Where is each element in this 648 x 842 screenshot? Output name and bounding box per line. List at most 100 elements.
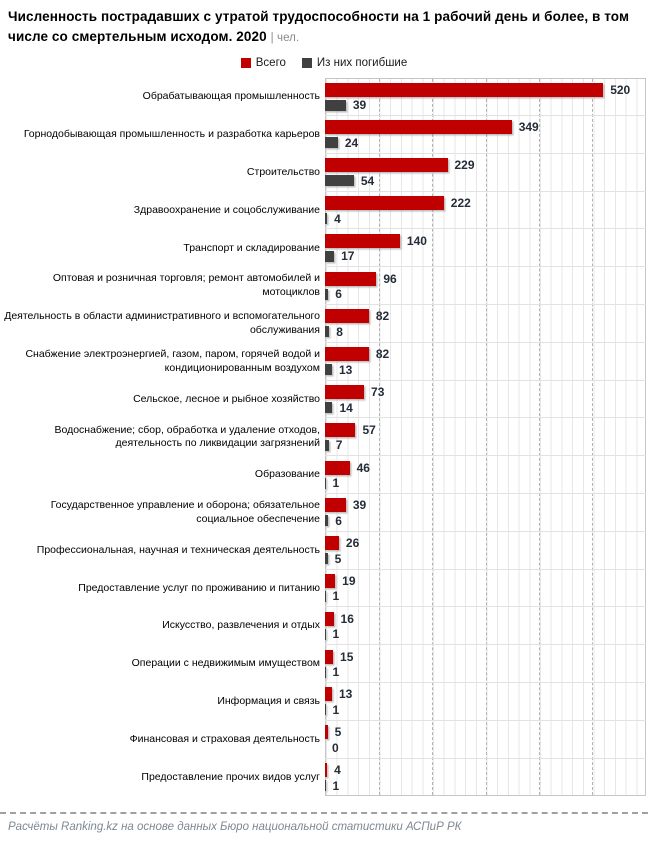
bar-fatal [325, 780, 326, 792]
legend-label-fatal: Из них погибшие [316, 57, 408, 70]
value-label-fatal: 14 [339, 400, 353, 415]
value-label-total: 520 [610, 82, 631, 97]
row-plot: 82 8 [325, 305, 646, 343]
value-label-total: 96 [383, 271, 397, 286]
bar-total [325, 498, 346, 513]
value-label-total: 4 [334, 763, 341, 778]
value-label-total: 46 [356, 460, 370, 475]
value-label-total: 26 [345, 536, 360, 551]
chart-row: Операции с недвижимым имуществом 15 1 [0, 645, 648, 683]
row-plot: 520 39 [325, 78, 646, 117]
chart-rows: Обрабатывающая промышленность 520 39 Гор… [0, 78, 648, 796]
bar-fatal [325, 590, 326, 602]
bar-total [325, 687, 332, 702]
chart-row: Оптовая и розничная торговля; ремонт авт… [0, 267, 648, 306]
category-label: Снабжение электроэнергией, газом, паром,… [25, 348, 320, 374]
bar-fatal [325, 402, 333, 413]
value-label-fatal: 1 [332, 702, 340, 717]
value-label-fatal: 24 [344, 135, 359, 150]
chart-title-text: Численность пострадавших с утратой трудо… [8, 9, 630, 44]
bar-fatal [325, 628, 326, 640]
row-plot: 73 14 [325, 381, 646, 419]
row-plot: 13 1 [325, 683, 646, 721]
bar-total [325, 725, 328, 740]
source-text: Расчёты Ranking.kz на основе данных Бюро… [8, 821, 462, 833]
chart-row: Обрабатывающая промышленность 520 39 [0, 78, 648, 117]
row-plot: 222 4 [325, 192, 646, 230]
bar-fatal [325, 477, 326, 489]
value-label-total: 140 [406, 233, 427, 248]
chart-row: Профессиональная, научная и техническая … [0, 532, 648, 570]
chart-title-unit: | чел. [270, 31, 300, 44]
bar-total [325, 763, 328, 778]
bar-fatal [325, 175, 354, 187]
chart-row: Снабжение электроэнергией, газом, паром,… [0, 343, 648, 381]
value-label-fatal: 8 [336, 324, 343, 339]
category-label: Водоснабжение; сбор, обработка и удалени… [54, 423, 320, 450]
row-plot: 82 13 [325, 343, 646, 381]
bar-total [325, 460, 350, 475]
bar-fatal [325, 326, 330, 338]
value-label-total: 15 [340, 649, 354, 664]
category-label: Здравоохранение и соцобслуживание [133, 203, 320, 216]
row-plot: 229 54 [325, 154, 646, 192]
chart-row: Предоставление услуг по проживанию и пит… [0, 570, 648, 608]
bar-fatal [325, 137, 338, 149]
bar-total [325, 309, 369, 324]
legend-item-fatal: Из них погибшие [301, 57, 408, 70]
major-gridline [591, 79, 593, 796]
category-label: Сельское, лесное и рыбное хозяйство [133, 392, 320, 405]
page-title: Численность пострадавших с утратой трудо… [0, 0, 648, 46]
value-label-total: 19 [342, 573, 356, 588]
category-label: Операции с недвижимым имуществом [131, 657, 320, 670]
bar-fatal [325, 288, 329, 300]
bar-total [325, 158, 448, 173]
category-label: Профессиональная, научная и техническая … [36, 543, 320, 556]
bar-fatal [325, 553, 328, 565]
bar-fatal [325, 515, 329, 527]
value-label-total: 349 [518, 120, 539, 135]
row-plot: 349 24 [325, 116, 646, 154]
category-label: Деятельность в области административного… [4, 310, 320, 336]
value-label-total: 13 [338, 687, 353, 702]
chart-row: Финансовая и страховая деятельность 5 0 [0, 721, 648, 759]
chart-row: Образование 46 1 [0, 456, 648, 494]
row-plot: 4 1 [325, 759, 646, 797]
bar-chart: Обрабатывающая промышленность 520 39 Гор… [0, 78, 648, 797]
bar-total [325, 233, 400, 248]
value-label-total: 16 [340, 611, 354, 626]
value-label-fatal: 1 [332, 627, 340, 642]
bar-fatal [325, 666, 326, 678]
bar-total [325, 536, 339, 551]
source-footer: Расчёты Ranking.kz на основе данных Бюро… [0, 812, 648, 842]
chart-row: Деятельность в области административного… [0, 305, 648, 343]
major-gridline [432, 79, 434, 796]
category-label: Предоставление услуг по проживанию и пит… [78, 581, 320, 594]
value-label-fatal: 1 [332, 665, 340, 680]
value-label-fatal: 4 [334, 211, 341, 226]
bar-fatal [325, 213, 328, 225]
value-label-total: 82 [375, 347, 390, 362]
bar-fatal [325, 99, 346, 111]
value-label-fatal: 0 [332, 740, 339, 755]
category-label: Транспорт и складирование [183, 241, 320, 254]
row-plot: 46 1 [325, 456, 646, 494]
category-label: Строительство [246, 165, 320, 178]
category-label: Предоставление прочих видов услуг [141, 770, 320, 783]
category-label: Государственное управление и оборона; об… [50, 499, 320, 525]
row-plot: 16 1 [325, 607, 646, 646]
chart-row: Сельское, лесное и рыбное хозяйство 73 1… [0, 381, 648, 419]
value-label-total: 39 [352, 498, 367, 513]
bar-total [325, 82, 604, 97]
row-plot: 140 17 [325, 229, 646, 268]
value-label-total: 73 [371, 385, 385, 399]
value-label-fatal: 1 [332, 778, 340, 793]
category-label: Образование [254, 468, 320, 481]
category-label: Информация и связь [217, 695, 320, 708]
value-label-fatal: 17 [341, 249, 355, 264]
chart-row: Информация и связь 13 1 [0, 683, 648, 721]
bar-total [325, 271, 377, 286]
value-label-fatal: 6 [335, 513, 342, 528]
chart-row: Строительство 229 54 [0, 154, 648, 192]
row-plot: 26 5 [325, 532, 646, 570]
